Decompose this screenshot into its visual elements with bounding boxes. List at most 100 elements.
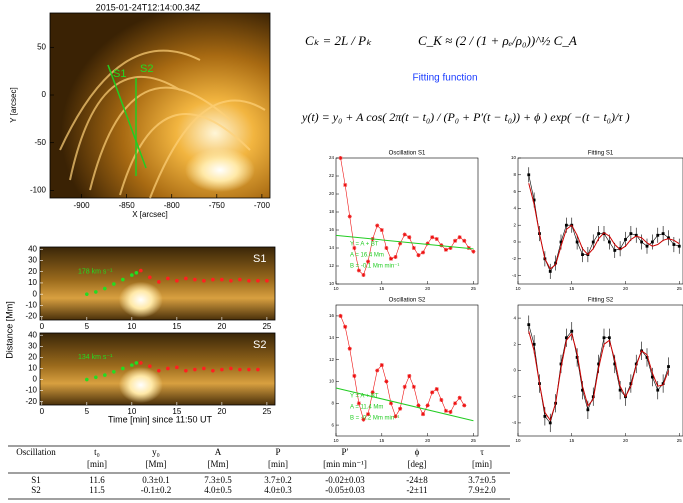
- y-tick-label: 8: [513, 172, 516, 177]
- y-tick-label: 10: [28, 364, 37, 373]
- track-point: [238, 368, 242, 372]
- data-point: [361, 273, 365, 277]
- table-cell: -2±11: [406, 485, 427, 495]
- track-point: [157, 280, 161, 284]
- data-point: [339, 156, 343, 160]
- track-point: [193, 368, 197, 372]
- y-tick-label: 4: [513, 206, 516, 211]
- table-header: y₀: [152, 447, 160, 457]
- track-point: [175, 279, 179, 283]
- track-point: [121, 367, 125, 371]
- table-cell: S2: [31, 485, 41, 495]
- track-point: [112, 370, 116, 374]
- figure: 2015-01-24T12:14:00.34Z X [arcsec] Y [ar…: [0, 0, 683, 503]
- data-point: [646, 245, 649, 248]
- data-point: [667, 365, 670, 368]
- x-tick-label: 0: [40, 407, 45, 416]
- y-tick-label: -20: [25, 312, 37, 321]
- data-point: [384, 246, 388, 250]
- data-point: [656, 389, 659, 392]
- table-cell: 3.7±0.2: [264, 475, 291, 485]
- x-tick-label: 15: [379, 438, 385, 443]
- x-tick-label: 5: [85, 407, 90, 416]
- x-tick-label: 20: [623, 286, 629, 291]
- track-point: [256, 368, 260, 372]
- x-tick-label: 20: [217, 407, 226, 416]
- y-tick-label: 40: [28, 244, 37, 253]
- y-tick-label: 10: [511, 155, 517, 160]
- speed-label: 178 km s⁻¹: [78, 269, 113, 276]
- x-tick-label: 20: [217, 322, 226, 331]
- plot-title: Oscillation S2: [389, 298, 426, 304]
- data-point: [398, 407, 402, 411]
- y-tick-label: 22: [329, 173, 335, 178]
- y-tick-label: -2: [512, 394, 516, 399]
- data-point: [444, 248, 448, 252]
- y-tick-label: -50: [34, 138, 46, 147]
- data-point: [389, 257, 393, 261]
- data-point: [462, 403, 466, 407]
- track-point: [139, 269, 143, 273]
- y-tick-label: 10: [329, 281, 335, 286]
- data-point: [672, 243, 675, 246]
- equation: C_K ≈ (2 / (1 + ρₑ/ρ₀))^½ C_A: [418, 33, 577, 48]
- table-header: P′: [342, 447, 349, 457]
- x-tick-label: 20: [425, 286, 431, 291]
- data-point: [430, 390, 434, 394]
- track-point: [184, 277, 188, 281]
- table-rules: [8, 446, 510, 499]
- y-tick-label: 6: [331, 422, 334, 427]
- x-tick-label: -900: [74, 201, 91, 210]
- track-point: [211, 369, 215, 373]
- data-point: [597, 232, 600, 235]
- y-tick-label: 2: [513, 222, 516, 227]
- track-point: [85, 292, 89, 296]
- page-body: 2015-01-24T12:14:00.34Z X [arcsec] Y [ar…: [0, 0, 683, 503]
- table-cell: 4.0±0.3: [264, 485, 292, 495]
- y-tick-label: 14: [329, 335, 335, 340]
- data-point: [527, 173, 530, 176]
- data-point: [348, 347, 352, 351]
- page: Kink oscillation figure { "image_panel":…: [0, 0, 683, 503]
- bright-region: [185, 148, 255, 192]
- track-point: [130, 273, 134, 277]
- x-tick-label: 25: [677, 438, 683, 443]
- table-cell: 0.3±0.1: [142, 475, 169, 485]
- x-tick-label: 25: [262, 322, 271, 331]
- y-tick-label: -4: [512, 273, 516, 278]
- speed-label: 134 km s⁻¹: [78, 354, 113, 361]
- x-tick-label: 15: [569, 438, 575, 443]
- y-axis-label: Distance [Mm]: [4, 301, 14, 359]
- table-cell: -0.02±0.03: [325, 475, 365, 485]
- x-tick-label: 10: [333, 438, 339, 443]
- track-point: [184, 369, 188, 373]
- y-tick-label: -20: [25, 397, 37, 406]
- x-axis-label: X [arcsec]: [132, 210, 168, 219]
- data-point: [416, 253, 420, 257]
- fitting-label: Fitting function: [412, 73, 477, 84]
- track-point: [193, 278, 197, 282]
- x-tick-label: 15: [569, 286, 575, 291]
- data-point: [421, 251, 425, 255]
- x-tick-label: 10: [127, 322, 136, 331]
- track-point: [135, 271, 139, 275]
- table-unit: [Mm]: [208, 459, 229, 469]
- table-unit: [Mm]: [146, 459, 167, 469]
- track-point: [103, 287, 107, 291]
- data-point: [458, 396, 462, 400]
- fit-line: [529, 331, 669, 420]
- data-point: [421, 412, 425, 416]
- y-tick-label: 6: [513, 189, 516, 194]
- data-point: [549, 270, 552, 273]
- data-point: [565, 224, 568, 227]
- table-cell: 7.9±2.0: [468, 485, 496, 495]
- table-unit: [min]: [87, 459, 107, 469]
- track-point: [166, 277, 170, 281]
- data-point: [453, 401, 457, 405]
- data-point: [453, 239, 457, 243]
- track-point: [112, 282, 116, 286]
- data-point: [640, 241, 643, 244]
- legend-text: Y = A + BT: [350, 242, 379, 248]
- data-line: [529, 325, 669, 423]
- table-cell: -0.1±0.2: [141, 485, 171, 495]
